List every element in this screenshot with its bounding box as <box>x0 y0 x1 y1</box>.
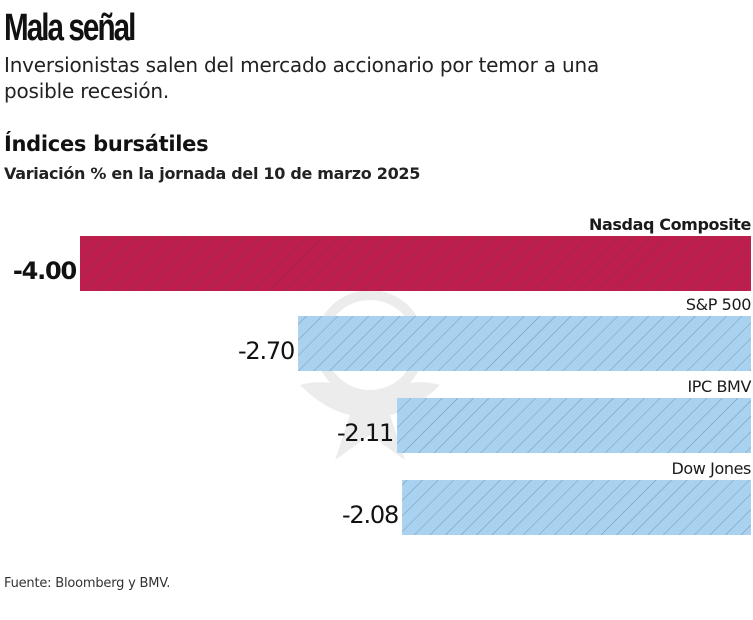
page-title: Mala señal <box>4 7 136 49</box>
page-subtitle: Inversionistas salen del mercado acciona… <box>4 53 599 103</box>
category-label-2: IPC BMV <box>687 377 751 396</box>
category-label-0: Nasdaq Composite <box>589 215 751 234</box>
chart-subtitle: Variación % en la jornada del 10 de marz… <box>4 164 421 183</box>
value-label-2: -2.11 <box>337 419 393 447</box>
value-label-0: -4.00 <box>13 257 77 285</box>
bar-hatch-1 <box>298 316 751 371</box>
category-label-1: S&P 500 <box>686 295 751 314</box>
value-label-3: -2.08 <box>342 501 398 529</box>
bar-hatch-3 <box>402 480 751 535</box>
bar-hatch-2 <box>397 398 751 453</box>
source-note: Fuente: Bloomberg y BMV. <box>4 576 171 591</box>
value-label-1: -2.70 <box>238 337 294 365</box>
category-label-3: Dow Jones <box>671 459 751 478</box>
bar-hatch-0 <box>80 236 751 291</box>
chart-title: Índices bursátiles <box>4 132 209 156</box>
